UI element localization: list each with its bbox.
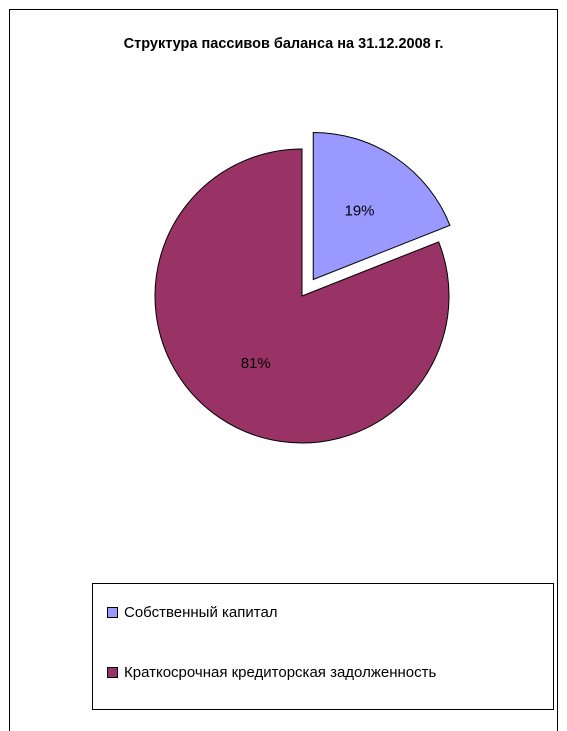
pie-slice-short-term-liabilities (154, 148, 450, 444)
data-label-short-term-liabilities: 81% (241, 355, 271, 372)
legend-swatch-short-term-liabilities (107, 667, 118, 678)
legend-item-own-capital: Собственный капитал (107, 604, 278, 621)
legend: Собственный капитал Краткосрочная кредит… (92, 583, 554, 710)
data-label-own-capital: 19% (344, 202, 374, 219)
legend-label-short-term-liabilities: Краткосрочная кредиторская задолженность (124, 664, 437, 681)
legend-swatch-own-capital (107, 607, 118, 618)
chart-frame (9, 9, 558, 731)
chart-title: Структура пассивов баланса на 31.12.2008… (123, 36, 444, 52)
legend-item-short-term-liabilities: Краткосрочная кредиторская задолженность (107, 664, 436, 681)
legend-label-own-capital: Собственный капитал (124, 604, 278, 621)
pie-slice-own-capital (312, 131, 451, 281)
